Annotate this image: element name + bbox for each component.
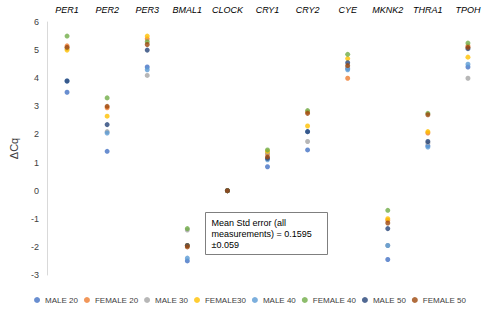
svg-text:-2: -2 xyxy=(31,242,39,252)
svg-text:MALE 20: MALE 20 xyxy=(45,296,78,305)
svg-text:TPOH: TPOH xyxy=(455,5,481,15)
svg-text:measurements) = 0.1595: measurements) = 0.1595 xyxy=(212,229,315,239)
svg-text:CYE: CYE xyxy=(338,5,358,15)
svg-text:2: 2 xyxy=(34,129,39,139)
svg-text:-1: -1 xyxy=(31,214,39,224)
svg-text:FEMALE 40: FEMALE 40 xyxy=(313,296,357,305)
svg-text:±0.059: ±0.059 xyxy=(212,240,239,250)
svg-text:0: 0 xyxy=(34,186,39,196)
svg-text:4: 4 xyxy=(34,73,39,83)
svg-text:THRA1: THRA1 xyxy=(413,5,443,15)
svg-text:PER3: PER3 xyxy=(135,5,159,15)
svg-text:FEMALE 50: FEMALE 50 xyxy=(423,296,467,305)
svg-text:CRY2: CRY2 xyxy=(296,5,320,15)
svg-text:MKNK2: MKNK2 xyxy=(372,5,403,15)
svg-text:5: 5 xyxy=(34,45,39,55)
svg-text:CLOCK: CLOCK xyxy=(212,5,244,15)
svg-text:FEMALE30: FEMALE30 xyxy=(205,296,246,305)
svg-text:MALE 30: MALE 30 xyxy=(155,296,188,305)
svg-text:PER1: PER1 xyxy=(55,5,79,15)
svg-text:6: 6 xyxy=(34,17,39,27)
svg-text:FEMALE 20: FEMALE 20 xyxy=(95,296,139,305)
svg-text:Mean Std error (all: Mean Std error (all xyxy=(212,218,289,228)
svg-text:ΔCq: ΔCq xyxy=(8,138,20,159)
svg-text:CRY1: CRY1 xyxy=(256,5,280,15)
svg-text:-3: -3 xyxy=(31,270,39,280)
svg-text:3: 3 xyxy=(34,101,39,111)
svg-text:MALE 50: MALE 50 xyxy=(373,296,406,305)
svg-text:1: 1 xyxy=(34,158,39,168)
svg-text:MALE 40: MALE 40 xyxy=(263,296,296,305)
svg-text:PER2: PER2 xyxy=(95,5,119,15)
svg-text:BMAL1: BMAL1 xyxy=(173,5,203,15)
